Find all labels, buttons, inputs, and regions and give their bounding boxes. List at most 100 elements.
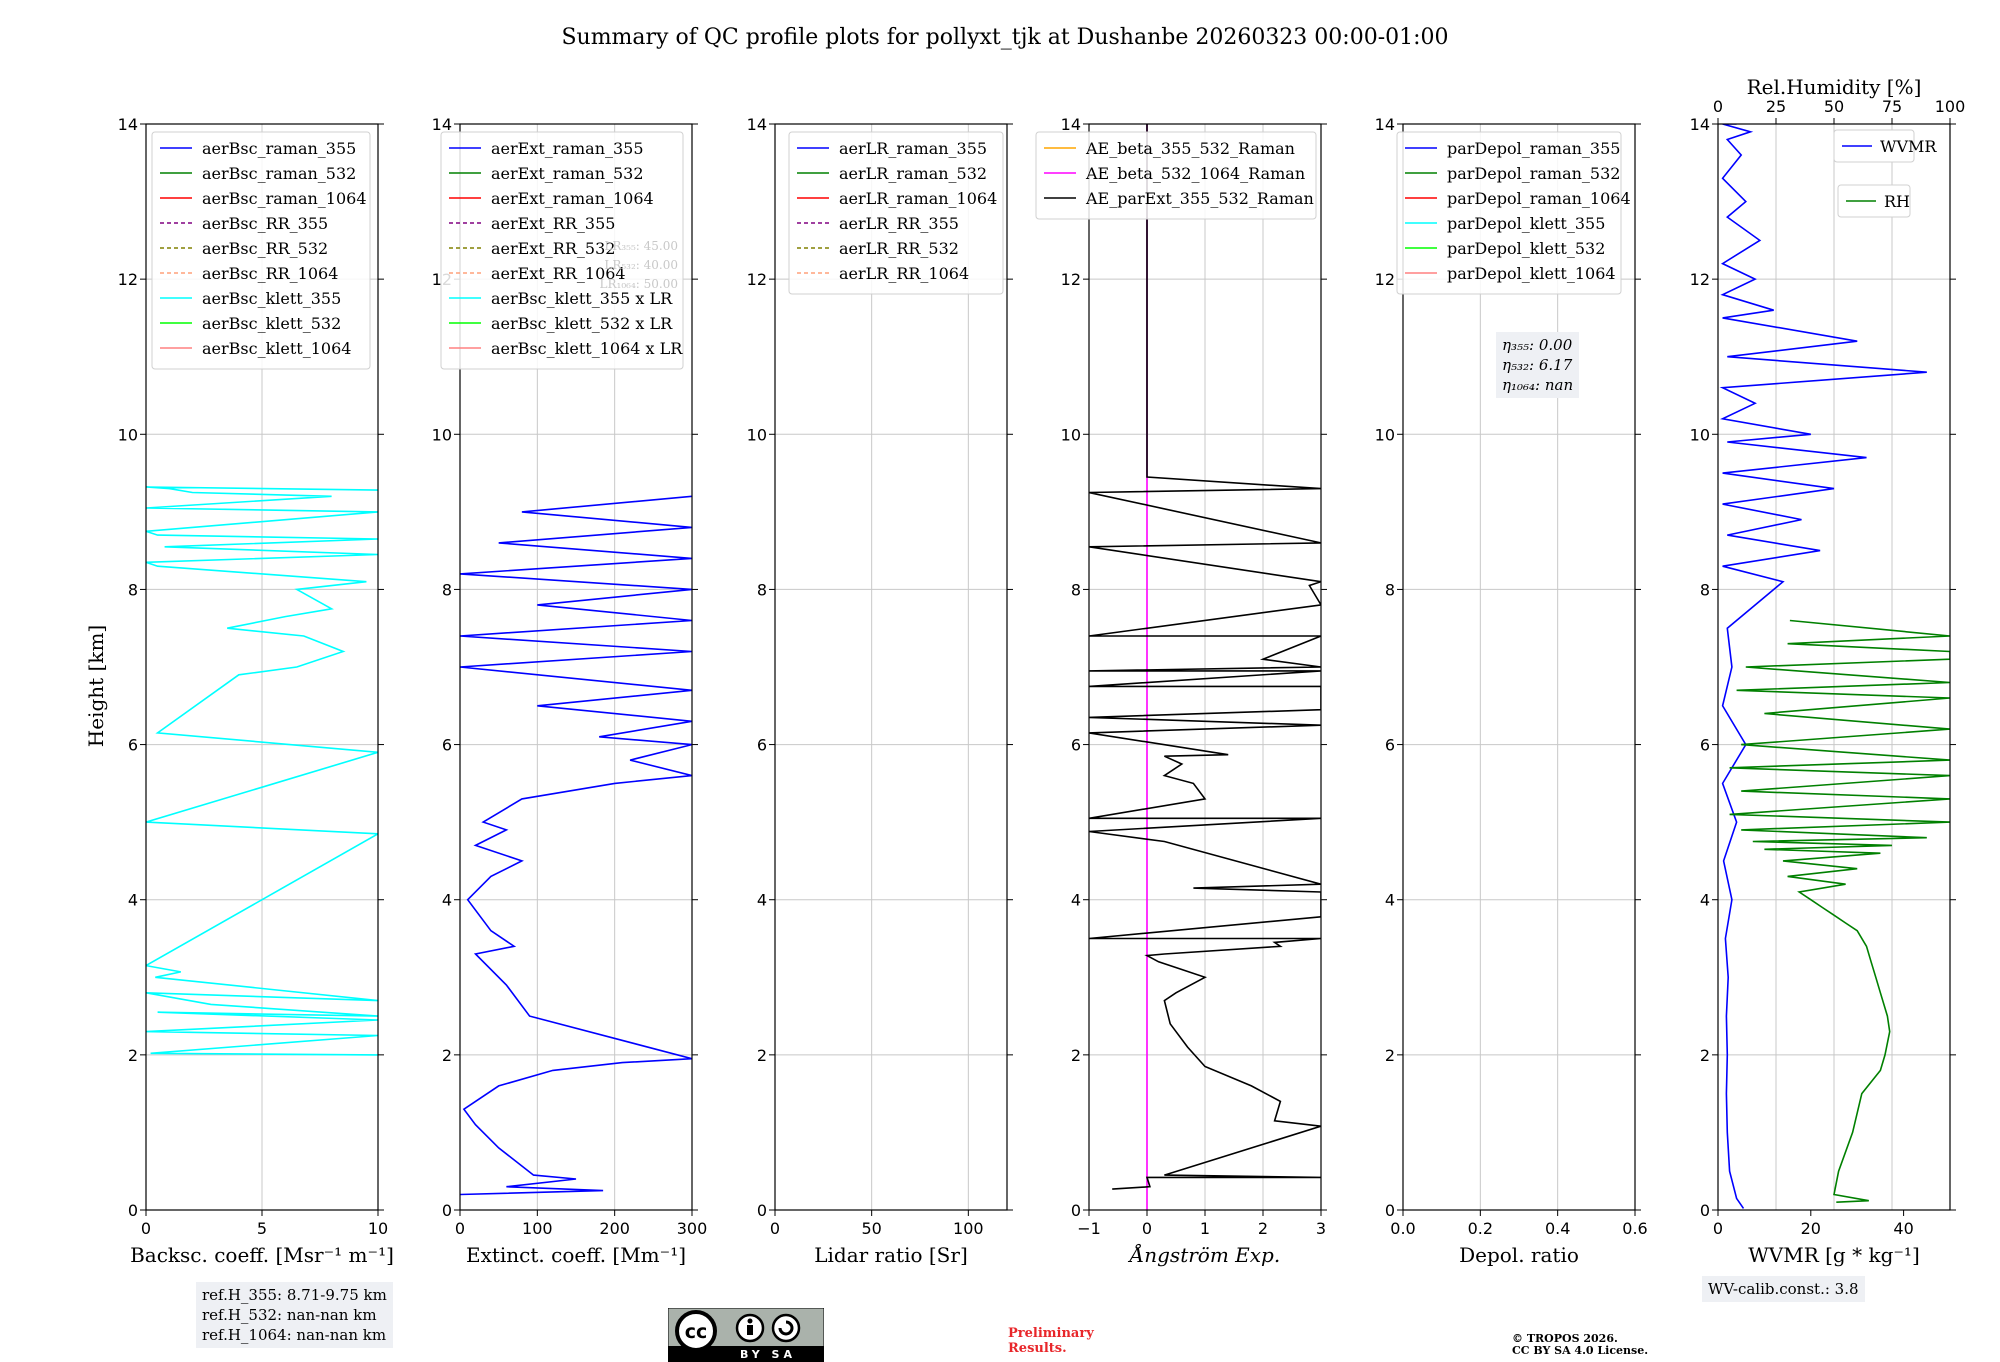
legend-label-aerLR_RR_1064: aerLR_RR_1064: [839, 264, 969, 283]
y-tick-label: 2: [1385, 1046, 1395, 1065]
y-axis-label: Height [km]: [84, 625, 108, 747]
legend-label-parDepol_raman_355: parDepol_raman_355: [1447, 139, 1620, 158]
legend-wvmr: WVMR: [1833, 129, 1937, 163]
legend-extinction: aerExt_raman_355 aerExt_raman_532 aerExt_r…: [440, 131, 684, 370]
y-tick-label: 4: [757, 891, 767, 910]
legend-label-parDepol_raman_1064: parDepol_raman_1064: [1447, 189, 1631, 208]
lidar-ratio-label: LR₁₀₆₄: 50.00: [600, 277, 678, 291]
y-tick-label: 6: [442, 736, 452, 755]
legend-label-aerBsc_klett_355 x LR: aerBsc_klett_355 x LR: [491, 289, 673, 308]
legend-label-aerBsc_klett_1064: aerBsc_klett_1064: [202, 339, 351, 358]
y-tick-label: 2: [442, 1046, 452, 1065]
y-tick-label: 14: [1690, 115, 1710, 134]
y-tick-label: 12: [1375, 270, 1395, 289]
legend-frame: [788, 131, 1004, 295]
series-line-RH: [1729, 619, 1950, 1203]
profile-panels: 0 2 4 6 8 10 12 14 0 5 10 Backsc. coeff. [Msr⁻¹ m⁻¹…: [118, 75, 1966, 1267]
y-tick-label: 6: [1071, 736, 1081, 755]
y-tick-label: 14: [1061, 115, 1081, 134]
x-axis-label: Backsc. coeff. [Msr⁻¹ m⁻¹]: [130, 1243, 394, 1267]
preliminary-results-note: Preliminary Results.: [1008, 1326, 1094, 1356]
x-tick-label: 10: [368, 1219, 388, 1238]
y-tick-label: 12: [118, 270, 138, 289]
y-tick-label: 0: [1700, 1201, 1710, 1220]
y-tick-label: 0: [757, 1201, 767, 1220]
legend-label-aerBsc_RR_532: aerBsc_RR_532: [202, 239, 328, 258]
y-tick-label: 12: [1061, 270, 1081, 289]
ref-height-1064: ref.H_1064: nan-nan km: [202, 1326, 387, 1344]
y-tick-label: 6: [757, 736, 767, 755]
legend-label-aerBsc_klett_1064 x LR: aerBsc_klett_1064 x LR: [491, 339, 683, 358]
x-tick-label: 0.2: [1468, 1219, 1493, 1238]
y-tick-label: 8: [1700, 580, 1710, 599]
x-axis-label: Extinct. coeff. [Mm⁻¹]: [466, 1243, 686, 1267]
top-x-tick-label: 25: [1766, 97, 1786, 116]
copyright-line-2: CC BY SA 4.0 License.: [1512, 1344, 1649, 1357]
x-tick-label: 300: [677, 1219, 708, 1238]
ref-height-355: ref.H_355: 8.71-9.75 km: [202, 1286, 387, 1304]
top-x-tick-label: 75: [1882, 97, 1902, 116]
eta-1064: η₁₀₆₄: nan: [1502, 376, 1574, 394]
legend-label-aerBsc_raman_355: aerBsc_raman_355: [202, 139, 356, 158]
eta-532: η₅₃₂: 6.17: [1502, 356, 1573, 374]
y-tick-label: 10: [118, 425, 138, 444]
y-tick-label: 12: [747, 270, 767, 289]
x-tick-label: 100: [953, 1219, 984, 1238]
x-tick-label: 0: [141, 1219, 151, 1238]
y-tick-label: 10: [432, 425, 452, 444]
legend-label-parDepol_raman_532: parDepol_raman_532: [1447, 164, 1620, 183]
legend-label-AE_beta_532_1064_Raman: AE_beta_532_1064_Raman: [1085, 164, 1305, 183]
legend-label-aerExt_RR_1064: aerExt_RR_1064: [491, 264, 626, 283]
legend-label-aerBsc_klett_532: aerBsc_klett_532: [202, 314, 341, 333]
legend-label-aerExt_RR_532: aerExt_RR_532: [491, 239, 615, 258]
legend-label-aerExt_raman_355: aerExt_raman_355: [491, 139, 644, 158]
y-tick-label: 10: [747, 425, 767, 444]
preliminary-line-2: Results.: [1008, 1341, 1067, 1356]
top-x-axis-label: Rel.Humidity [%]: [1747, 75, 1922, 99]
y-tick-label: 8: [1385, 580, 1395, 599]
series-line-WVMR: [1719, 124, 1927, 1209]
legend-label-parDepol_klett_355: parDepol_klett_355: [1447, 214, 1605, 233]
lidar-ratio-label: LR₃₅₅: 45.00: [604, 239, 678, 253]
legend-label-parDepol_klett_1064: parDepol_klett_1064: [1447, 264, 1616, 283]
legend-frame: [1035, 131, 1317, 220]
legend-label-aerBsc_raman_532: aerBsc_raman_532: [202, 164, 356, 183]
y-tick-label: 0: [128, 1201, 138, 1220]
y-tick-label: 0: [1385, 1201, 1395, 1220]
legend-rh: RH: [1837, 184, 1911, 218]
y-tick-label: 14: [118, 115, 138, 134]
y-tick-label: 14: [747, 115, 767, 134]
y-tick-label: 4: [1700, 891, 1710, 910]
y-tick-label: 8: [128, 580, 138, 599]
x-tick-label: 0.6: [1622, 1219, 1647, 1238]
x-axis-label: Depol. ratio: [1459, 1243, 1579, 1267]
legend-label-aerLR_raman_532: aerLR_raman_532: [839, 164, 987, 183]
legend-label-WVMR: WVMR: [1880, 137, 1937, 156]
x-tick-label: 0.4: [1545, 1219, 1570, 1238]
series-line-aerBsc_klett_355: [146, 486, 378, 1056]
lidar-ratio-label: LR₅₃₂: 40.00: [604, 258, 678, 272]
x-tick-label: 0: [1713, 1219, 1723, 1238]
ref-height-532: ref.H_532: nan-nan km: [202, 1306, 377, 1324]
axes-frame: [774, 123, 1008, 1211]
y-tick-label: 12: [1690, 270, 1710, 289]
y-tick-label: 6: [1700, 736, 1710, 755]
x-tick-label: 0: [455, 1219, 465, 1238]
y-tick-label: 14: [1375, 115, 1395, 134]
x-tick-label: 5: [257, 1219, 267, 1238]
legend-label-aerLR_raman_355: aerLR_raman_355: [839, 139, 987, 158]
legend-frame: [151, 131, 371, 370]
legend-label-aerExt_RR_355: aerExt_RR_355: [491, 214, 615, 233]
legend-label-AE_parExt_355_532_Raman: AE_parExt_355_532_Raman: [1085, 189, 1314, 208]
legend-label-aerExt_raman_1064: aerExt_raman_1064: [491, 189, 654, 208]
cc-label: BY SA: [740, 1348, 796, 1361]
copyright-line-1: © TROPOS 2026.: [1512, 1332, 1618, 1345]
series-line-AE_parExt_355_532_Raman: [1089, 124, 1321, 1190]
legend-frame: [1396, 131, 1622, 295]
panel-backscatter: 0 2 4 6 8 10 12 14 0 5 10 Backsc. coeff. [Msr⁻¹ m⁻¹…: [118, 115, 394, 1267]
legend-label-aerBsc_RR_355: aerBsc_RR_355: [202, 214, 328, 233]
series-line-aerExt_raman_355: [460, 495, 692, 1196]
eta-box: η₃₅₅: 0.00 η₅₃₂: 6.17 η₁₀₆₄: nan: [1496, 332, 1580, 398]
